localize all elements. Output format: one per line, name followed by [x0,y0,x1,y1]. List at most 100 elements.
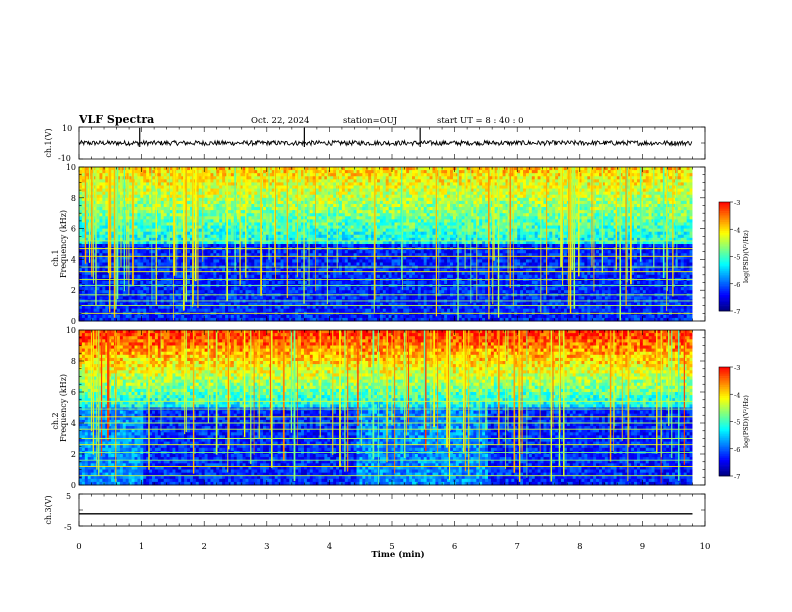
spectrogram-cell [321,203,325,208]
spectrogram-cell [321,305,325,310]
spectrogram-cell [254,256,258,260]
spectrogram-cell [175,274,179,279]
spectrogram-cell [353,188,357,193]
spectrogram-cell [143,253,147,257]
spectrogram-cell [295,185,299,189]
spectrogram-cell [140,250,144,254]
spectrogram-cell [128,256,132,260]
spectrogram-cell [207,207,211,211]
spectrogram-cell [339,219,343,223]
spectrogram-cell [190,216,194,220]
spectrogram-cell [172,290,176,294]
spectrogram-cell [187,216,191,220]
spectrogram-cell [227,253,232,257]
spectrogram-cell [166,271,170,276]
spectrogram-cell [341,305,346,310]
spectrogram-cell [236,287,241,291]
spectrogram-cell [207,194,211,199]
spectrogram-cell [125,244,130,248]
spectrogram-cell [359,287,363,291]
spectrogram-cell [102,240,106,245]
spectrogram-cell [190,234,194,239]
spectrogram-cell [347,173,352,177]
spectrogram-cell [102,194,106,199]
spectrogram-cell [251,305,255,310]
spectrogram-cell [143,237,147,242]
spectrogram-cell [356,308,360,313]
spectrogram-cell [125,167,130,171]
spectrogram-cell [111,170,115,174]
spectrogram-cell [309,179,314,183]
spectrogram-cell [347,228,352,233]
spectrogram-cell [236,188,241,193]
spectrogram-cell [128,290,132,294]
spectrogram-cell [140,240,144,245]
spectrogram-cell [169,256,173,260]
spectrogram-cell [181,179,185,183]
spectrogram-cell [248,271,252,276]
spectrogram-cell [111,228,115,233]
spectrogram-cell [263,197,267,202]
spectrogram-cell [195,314,200,319]
spectrogram-cell [157,179,162,183]
spectrogram-cell [157,290,162,294]
spectrogram-cell [152,240,156,245]
spectrogram-cell [283,210,287,214]
spectrogram-cell [187,305,191,310]
spectrogram-cell [251,271,255,276]
spectrogram-cell [81,280,86,285]
spectrogram-cell [192,268,197,273]
spectrogram-cell [289,296,293,300]
spectrogram-cell [99,234,103,239]
spectrogram-cell [289,244,293,248]
spectrogram-cell [306,280,311,285]
spectrogram-cell [119,228,124,233]
spectrogram-cell [303,314,308,319]
spectrogram-cell [96,280,100,285]
spectrogram-cell [143,317,147,322]
spectrogram-cell [306,173,311,177]
spectrogram-cell [116,185,121,189]
spectrogram-cell [79,194,83,199]
spectrogram-cell [207,262,211,266]
spectrogram-cell [96,287,100,291]
spectrogram-cell [137,176,141,180]
spectrogram-cell [140,182,144,186]
spectrogram-cell [353,200,357,205]
spectrogram-cell [283,191,287,196]
spectrogram-cell [315,231,319,236]
spectrogram-cell [341,244,346,248]
spectrogram-cell [90,317,95,322]
spectrogram-cell [131,287,135,291]
spectrogram-cell [295,262,299,266]
spectrogram-cell [140,173,144,177]
spectrogram-cell [134,240,138,245]
spectrogram-cell [175,268,179,273]
spectrogram-cell [111,179,115,183]
spectrogram-cell [251,173,255,177]
spectrogram-cell [99,191,103,196]
spectrogram-cell [210,228,214,233]
spectrogram-cell [230,274,235,279]
spectrogram-cell [277,188,281,193]
spectrogram-cell [210,207,214,211]
spectrogram-cell [105,256,109,260]
spectrogram-cell [134,250,138,254]
spectrogram-cell [190,194,194,199]
spectrogram-cell [242,308,246,313]
spectrogram-cell [341,210,346,214]
spectrogram-cell [298,240,302,245]
spectrogram-cell [166,287,170,291]
spectrogram-cell [169,194,173,199]
spectrogram-cell [315,234,319,239]
spectrogram-cell [198,191,203,196]
spectrogram-cell [216,271,220,276]
spectrogram-cell [160,296,165,300]
spectrogram-cell [341,185,346,189]
spectrogram-cell [362,222,366,226]
spectrogram-cell [362,185,366,189]
spectrogram-cell [230,200,235,205]
spectrogram-cell [134,290,138,294]
spectrogram-cell [190,170,194,174]
spectrogram-cell [318,308,322,313]
